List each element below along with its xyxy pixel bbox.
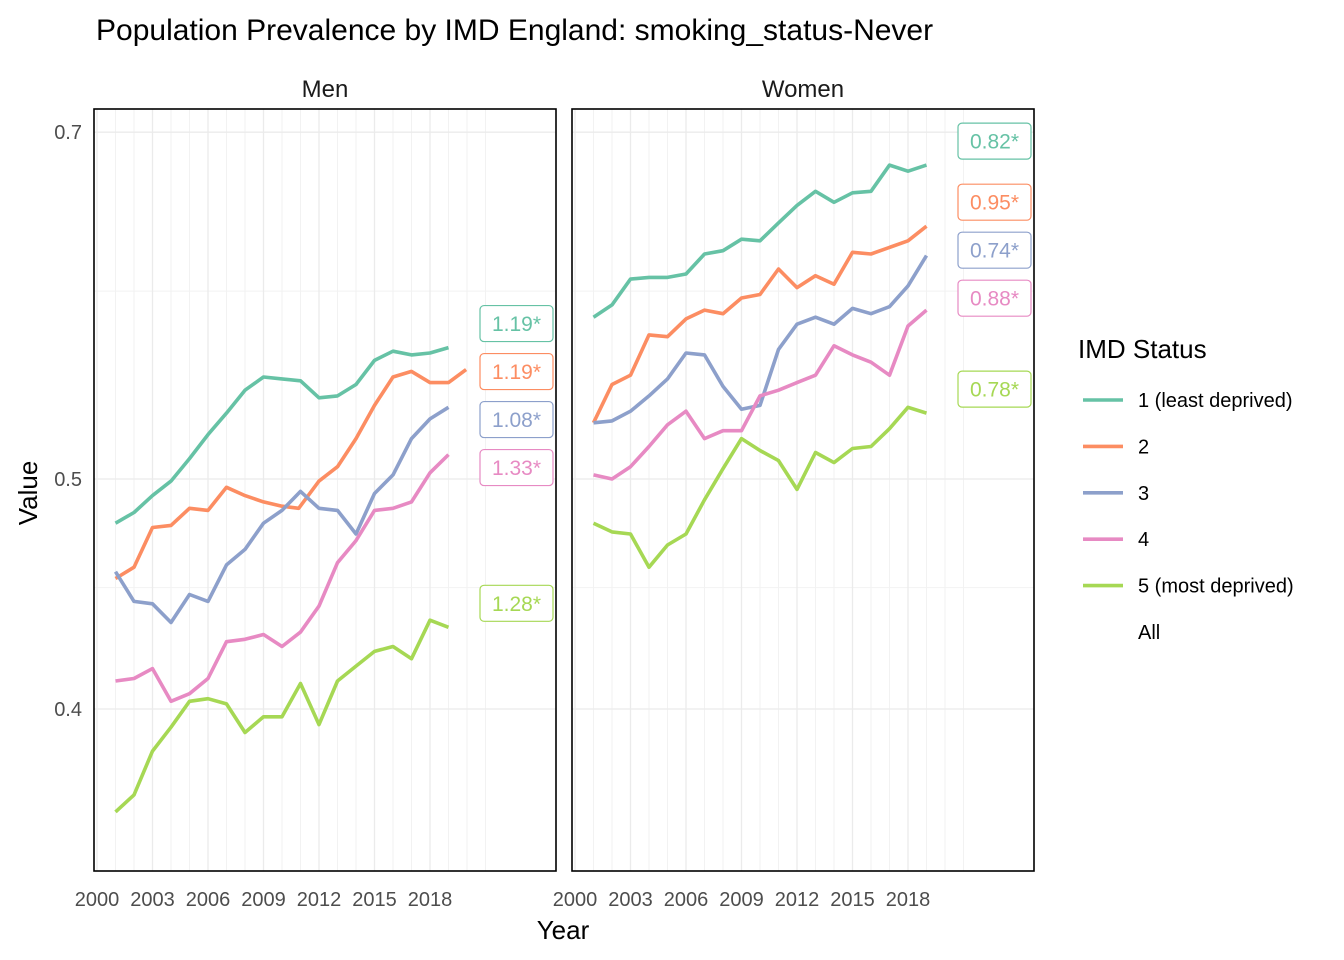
legend-label: 2: [1138, 436, 1149, 458]
end-label-box: [479, 352, 554, 391]
legend-label: 1 (least deprived): [1138, 390, 1293, 412]
y-axis-ticks: 0.4 0.5 0.7: [54, 122, 82, 721]
x-axis-ticks: 2000 2003 2006 2009 2012 2015 2018 2000 2003 2006…: [75, 889, 931, 911]
end-label-box: [957, 279, 1032, 317]
y-axis-title: Value: [13, 461, 43, 526]
panel-women: Women 0.82* 0.95* 0.74* 0.88* 0.78*: [571, 76, 1035, 872]
gridlines: [94, 109, 556, 871]
end-label-1: 1.19*: [479, 304, 554, 343]
panel-border: [571, 108, 1035, 872]
end-label-box: [957, 122, 1032, 160]
series-line-5: [114, 618, 450, 814]
legend-item: 2: [1083, 436, 1149, 458]
x-tick-label: 2018: [408, 889, 453, 911]
end-label-box: [957, 183, 1032, 221]
x-tick-label: 2012: [297, 889, 342, 911]
end-label-text: 0.82*: [970, 131, 1019, 154]
series-line-5: [592, 405, 928, 570]
legend-title: IMD Status: [1078, 334, 1207, 364]
x-tick-label: 2006: [664, 889, 709, 911]
series-line-1: [592, 163, 928, 319]
end-label-text: 0.74*: [970, 240, 1019, 263]
legend-item: 1 (least deprived): [1083, 390, 1293, 412]
panel-strip-women: Women: [762, 76, 844, 103]
y-tick-label: 0.4: [54, 699, 82, 721]
panel-strip-men: Men: [302, 76, 349, 103]
x-tick-label: 2018: [886, 889, 931, 911]
x-tick-label: 2015: [352, 889, 397, 911]
legend-item: 3: [1083, 483, 1149, 505]
end-label-text: 1.33*: [492, 457, 541, 480]
end-label-box: [479, 304, 554, 343]
series-line-4: [593, 308, 928, 481]
end-label-text: 1.19*: [492, 313, 541, 336]
end-label-box: [479, 400, 554, 439]
end-label-2: 1.19*: [479, 352, 554, 391]
legend-item: 5 (most deprived): [1083, 576, 1294, 598]
legend-label: All: [1138, 622, 1160, 644]
x-tick-label: 2012: [775, 889, 820, 911]
end-label-text: 0.78*: [970, 379, 1019, 402]
end-label-4: 0.88*: [957, 279, 1032, 317]
x-tick-label: 2000: [75, 889, 120, 911]
y-tick-label: 0.5: [54, 469, 82, 491]
x-axis-title: Year: [537, 915, 590, 945]
legend-label: 3: [1138, 483, 1149, 505]
chart-title: Population Prevalence by IMD England: sm…: [96, 14, 933, 47]
x-tick-label: 2003: [608, 889, 653, 911]
x-tick-label: 2009: [719, 889, 764, 911]
legend-item: 4: [1083, 529, 1149, 551]
end-label-4: 1.33*: [479, 448, 554, 487]
series-line-3: [113, 405, 450, 625]
panel-border: [93, 108, 557, 872]
series-line-1: [114, 345, 450, 525]
legend-label: 4: [1138, 529, 1149, 551]
legend-item: All: [1138, 622, 1160, 644]
end-label-box: [479, 448, 554, 487]
panel-men: Men 1.19* 1.19* 1.08* 1.33* 1.28*: [93, 76, 557, 872]
end-label-3: 1.08*: [479, 400, 554, 439]
x-tick-label: 2006: [186, 889, 231, 911]
legend: IMD Status 1 (least deprived) 2 3 4 5 (most …: [1078, 334, 1294, 644]
end-label-text: 1.19*: [492, 361, 541, 384]
end-label-text: 1.08*: [492, 409, 541, 432]
end-label-5: 1.28*: [479, 584, 554, 622]
x-tick-label: 2015: [830, 889, 875, 911]
end-label-1: 0.82*: [957, 122, 1032, 160]
series-line-2: [591, 224, 928, 424]
x-tick-label: 2000: [553, 889, 598, 911]
end-label-box: [957, 370, 1032, 408]
end-label-2: 0.95*: [957, 183, 1032, 221]
end-label-box: [957, 231, 1032, 269]
y-tick-label: 0.7: [54, 122, 82, 144]
series-line-3: [593, 254, 929, 425]
end-label-5: 0.78*: [957, 370, 1032, 408]
end-label-text: 1.28*: [492, 593, 541, 616]
end-label-text: 0.88*: [970, 288, 1019, 311]
x-tick-label: 2009: [241, 889, 286, 911]
x-tick-label: 2003: [130, 889, 175, 911]
end-label-box: [479, 584, 554, 622]
end-label-3: 0.74*: [957, 231, 1032, 269]
end-label-text: 0.95*: [970, 192, 1019, 215]
legend-label: 5 (most deprived): [1138, 576, 1294, 598]
series-line-2: [114, 368, 468, 581]
gridlines: [572, 109, 1034, 871]
series-line-4: [115, 453, 450, 704]
